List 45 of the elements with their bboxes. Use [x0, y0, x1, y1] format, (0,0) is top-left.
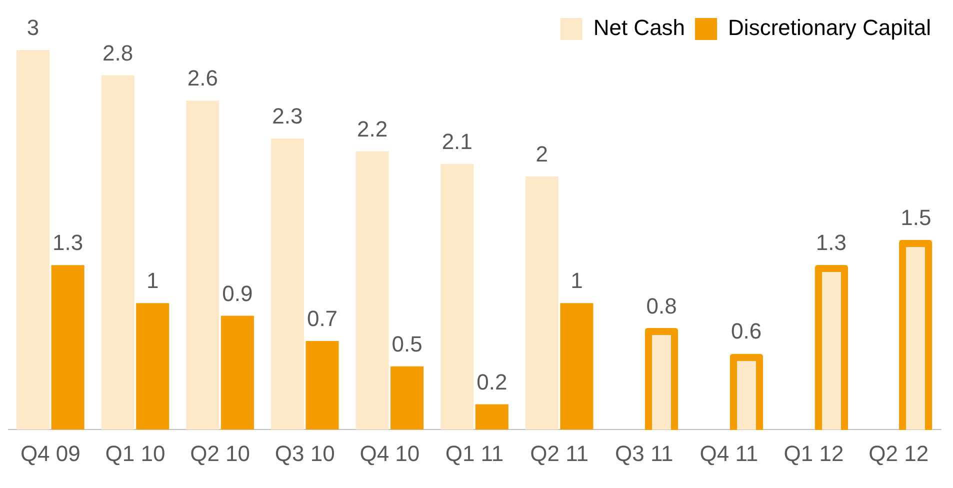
data-label: 0.9 [222, 280, 253, 306]
bar [475, 404, 508, 430]
bar [220, 316, 254, 430]
legend-label: Discretionary Capital [728, 15, 932, 40]
data-label: 3 [26, 15, 40, 40]
bar [136, 303, 170, 430]
x-tick-label: Q2 10 [190, 440, 250, 466]
bar [101, 75, 134, 430]
data-label: 2.3 [272, 104, 303, 129]
data-label: 1 [146, 268, 159, 294]
data-label: 2 [536, 142, 548, 167]
x-tick-label: Q4 11 [700, 440, 758, 466]
x-tick-label: Q1 10 [105, 440, 166, 466]
data-label: 1.3 [52, 230, 84, 256]
data-label: 2.1 [442, 128, 472, 154]
x-tick-label: Q2 12 [868, 440, 929, 466]
data-label: 2.6 [187, 66, 218, 91]
bar [440, 164, 474, 430]
bar [356, 151, 389, 430]
bar [186, 100, 220, 430]
x-tick-label: Q3 10 [274, 440, 335, 466]
x-tick-label: Q3 11 [614, 440, 674, 466]
x-tick-label: Q4 09 [20, 440, 80, 466]
bar [525, 176, 558, 430]
bar [560, 303, 594, 430]
data-label: 2.2 [356, 116, 388, 142]
bar [16, 50, 50, 430]
bar [51, 265, 84, 430]
data-label: 0.8 [646, 293, 677, 318]
legend-label: Net Cash [593, 15, 686, 40]
bar [390, 366, 424, 430]
data-label: 0.6 [731, 318, 762, 344]
data-label: 2.8 [102, 40, 134, 66]
bar [306, 341, 339, 430]
x-tick-label: Q2 11 [530, 440, 588, 466]
data-label: 0.2 [476, 369, 508, 394]
x-tick-label: Q1 12 [784, 440, 844, 466]
data-label: 0.5 [392, 331, 422, 356]
data-label: 1.5 [900, 204, 932, 230]
x-tick-label: Q4 10 [360, 440, 420, 466]
data-label: 1 [570, 268, 583, 294]
data-label: 0.7 [306, 306, 338, 332]
x-tick-label: Q1 11 [445, 440, 504, 466]
bar [270, 138, 304, 430]
data-label: 1.3 [816, 230, 846, 256]
